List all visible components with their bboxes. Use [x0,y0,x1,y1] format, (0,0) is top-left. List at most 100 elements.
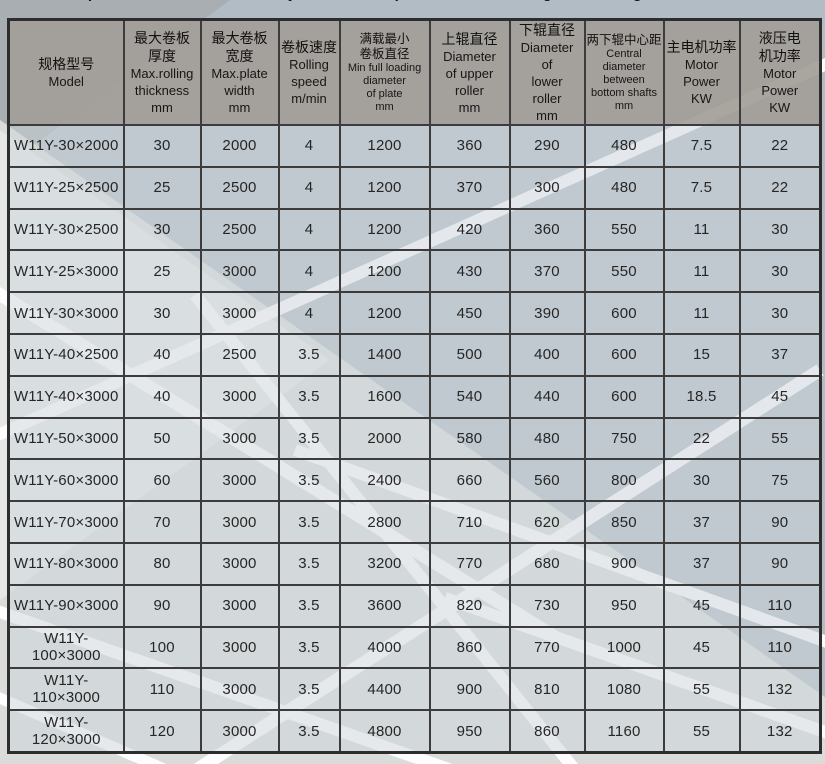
cell-hydraulic-power: 55 [738,416,822,461]
cell-hydraulic-power: 90 [738,500,822,544]
column-header-upper-roller: 上辊直径 Diameter of upper roller mm [428,18,511,126]
table-row: W11Y-70×3000 70 3000 3.5 2800 710 620 850 37 90 [7,500,822,544]
cell-center-distance: 950 [583,583,665,628]
cell-hydraulic-power: 37 [738,332,822,377]
cell-min-diameter: 4800 [338,709,431,754]
cell-hydraulic-power: 132 [738,709,822,754]
cell-rolling-speed: 4 [277,207,341,252]
cell-lower-roller: 440 [508,374,586,419]
cell-max-thickness: 25 [122,249,202,294]
cell-max-thickness: 70 [122,500,202,544]
cell-model: W11Y-90×3000 [7,583,125,628]
cell-model: W11Y-25×2500 [7,165,125,210]
cell-hydraulic-power: 110 [738,583,822,628]
cell-hydraulic-power: 30 [738,207,822,252]
cell-center-distance: 600 [583,374,665,419]
cell-lower-roller: 730 [508,583,586,628]
cell-min-diameter: 1400 [338,332,431,377]
cell-model: W11Y-110×3000 [7,667,125,712]
cell-rolling-speed: 3.5 [277,332,341,377]
cell-rolling-speed: 3.5 [277,416,341,461]
cell-upper-roller: 710 [428,500,511,544]
cell-model: W11Y-40×3000 [7,374,125,419]
table-row: W11Y-60×3000 60 3000 3.5 2400 660 560 800 30 75 [7,458,822,503]
cell-lower-roller: 810 [508,667,586,712]
table-row: W11Y-40×2500 40 2500 3.5 1400 500 400 600 15 37 [7,332,822,377]
cell-model: W11Y-40×2500 [7,332,125,377]
cell-lower-roller: 560 [508,458,586,503]
column-header-model: 规格型号 Model [7,18,125,126]
cell-max-thickness: 100 [122,625,202,670]
cell-model: W11Y-50×3000 [7,416,125,461]
cell-upper-roller: 660 [428,458,511,503]
cell-min-diameter: 4000 [338,625,431,670]
cell-min-diameter: 1200 [338,249,431,294]
cell-model: W11Y-100×3000 [7,625,125,670]
cell-max-width: 3000 [199,667,280,712]
cell-max-thickness: 110 [122,667,202,712]
cell-model: W11Y-70×3000 [7,500,125,544]
table-row: W11Y-90×3000 90 3000 3.5 3600 820 730 950 45 110 [7,583,822,628]
cell-upper-roller: 900 [428,667,511,712]
cell-rolling-speed: 4 [277,165,341,210]
cell-main-motor-power: 22 [662,416,741,461]
column-header-min-diameter: 满载最小 卷板直径 Min full loading diameter of plate… [338,18,431,126]
cell-max-thickness: 30 [122,124,202,168]
cell-rolling-speed: 3.5 [277,541,341,586]
cell-min-diameter: 1200 [338,207,431,252]
cell-max-thickness: 120 [122,709,202,754]
cell-rolling-speed: 3.5 [277,709,341,754]
cell-rolling-speed: 4 [277,124,341,168]
cell-lower-roller: 860 [508,709,586,754]
cell-max-thickness: 90 [122,583,202,628]
cell-min-diameter: 1200 [338,291,431,335]
cell-center-distance: 800 [583,458,665,503]
cell-lower-roller: 370 [508,249,586,294]
cell-min-diameter: 4400 [338,667,431,712]
column-header-hydraulic-power: 液压电 机功率 Motor Power KW [738,18,822,126]
cell-max-width: 2500 [199,332,280,377]
cell-min-diameter: 1200 [338,165,431,210]
cell-center-distance: 600 [583,291,665,335]
cell-rolling-speed: 3.5 [277,374,341,419]
column-header-max-thickness: 最大卷板 厚度 Max.rolling thickness mm [122,18,202,126]
cell-max-width: 3000 [199,416,280,461]
clipped-page-title: Specification of hydraulic plate bending… [0,0,825,2]
cell-lower-roller: 680 [508,541,586,586]
table-row: W11Y-100×3000 100 3000 3.5 4000 860 770 1000 45 1… [7,625,822,670]
cell-max-width: 3000 [199,709,280,754]
cell-hydraulic-power: 22 [738,165,822,210]
table-row: W11Y-25×3000 25 3000 4 1200 430 370 550 11 30 [7,249,822,294]
column-header-main-motor-power: 主电机功率 Motor Power KW [662,18,741,126]
cell-upper-roller: 540 [428,374,511,419]
cell-upper-roller: 950 [428,709,511,754]
cell-main-motor-power: 18.5 [662,374,741,419]
cell-hydraulic-power: 75 [738,458,822,503]
cell-upper-roller: 770 [428,541,511,586]
cell-center-distance: 750 [583,416,665,461]
cell-rolling-speed: 4 [277,249,341,294]
cell-min-diameter: 3200 [338,541,431,586]
table-row: W11Y-50×3000 50 3000 3.5 2000 580 480 750 22 55 [7,416,822,461]
cell-center-distance: 1080 [583,667,665,712]
cell-max-width: 3000 [199,625,280,670]
cell-main-motor-power: 37 [662,500,741,544]
cell-center-distance: 550 [583,207,665,252]
cell-center-distance: 1160 [583,709,665,754]
cell-center-distance: 600 [583,332,665,377]
cell-max-thickness: 50 [122,416,202,461]
cell-rolling-speed: 3.5 [277,458,341,503]
table-row: W11Y-30×2000 30 2000 4 1200 360 290 480 7.5 22 [7,124,822,168]
cell-min-diameter: 1200 [338,124,431,168]
cell-model: W11Y-60×3000 [7,458,125,503]
cell-main-motor-power: 45 [662,625,741,670]
cell-main-motor-power: 11 [662,249,741,294]
table-row: W11Y-110×3000 110 3000 3.5 4400 900 810 1080 55 1… [7,667,822,712]
cell-lower-roller: 300 [508,165,586,210]
cell-main-motor-power: 15 [662,332,741,377]
cell-max-width: 2500 [199,165,280,210]
spec-table: 规格型号 Model 最大卷板 厚度 Max.rolling thickness mm 最大卷… [7,18,822,754]
cell-max-thickness: 30 [122,207,202,252]
cell-model: W11Y-30×3000 [7,291,125,335]
cell-lower-roller: 400 [508,332,586,377]
